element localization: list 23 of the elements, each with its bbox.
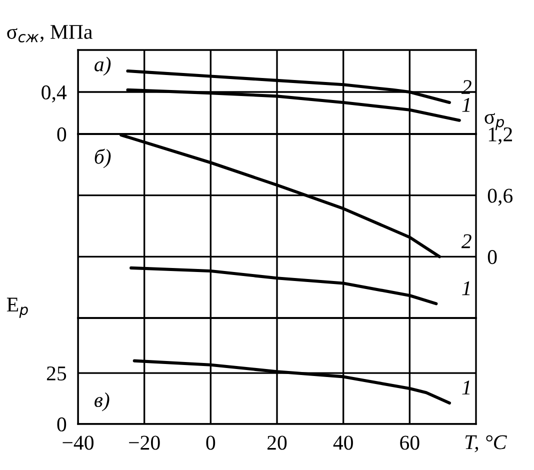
x-tick-label: 0: [206, 436, 216, 450]
annotation: в): [94, 392, 110, 412]
x-tick-label: 60: [400, 436, 420, 450]
y2-tick-label: 0: [488, 250, 497, 264]
series-label: 1: [462, 98, 470, 112]
series-label: 2: [461, 234, 472, 248]
x-axis-title: T, °C: [465, 435, 507, 452]
y-tick-label: 0: [57, 127, 66, 142]
x-tick-label: 20: [268, 436, 287, 450]
y-tick-label: 25: [46, 366, 66, 380]
series-label: 1: [462, 380, 470, 394]
series-label: 2: [461, 80, 472, 94]
x-tick-label: −40: [62, 436, 94, 450]
x-tick-label: −20: [129, 436, 160, 450]
series-label: 1: [462, 281, 470, 296]
y-axis-title: E$_{р}$: [6, 298, 28, 318]
x-tick-label: 40: [333, 436, 353, 450]
y-tick-label: 0: [57, 417, 66, 432]
y-axis-title: σ$_{сж}$, МПа: [7, 25, 92, 42]
annotation: б): [94, 148, 111, 168]
annotation: а): [94, 56, 111, 76]
y-tick-label: 0,4: [42, 85, 67, 102]
y2-tick-label: 0,6: [488, 188, 513, 206]
